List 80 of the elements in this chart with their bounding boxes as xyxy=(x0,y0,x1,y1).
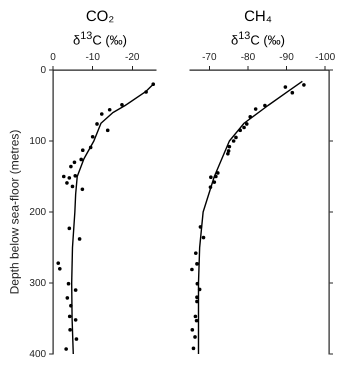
point xyxy=(72,160,76,164)
point xyxy=(106,128,110,132)
y-axis-title: Depth below sea-floor (metres) xyxy=(8,130,22,294)
point xyxy=(73,174,78,178)
point xyxy=(68,176,72,180)
point xyxy=(151,82,156,86)
y-tick-label: 300 xyxy=(29,278,47,289)
point xyxy=(254,107,258,111)
point xyxy=(120,102,124,107)
point xyxy=(64,347,68,351)
point xyxy=(56,261,60,265)
point xyxy=(214,174,218,178)
point xyxy=(234,136,238,140)
point xyxy=(212,180,216,184)
x-tick-label: -20 xyxy=(125,52,140,63)
point xyxy=(66,296,70,300)
y-tick-label: 400 xyxy=(29,348,47,360)
point xyxy=(198,225,202,229)
x-tick-label: 0 xyxy=(50,52,56,63)
point xyxy=(66,282,70,286)
x-axis-title: δ$^{13}$C (‰) xyxy=(72,30,128,48)
point xyxy=(195,262,199,266)
x-tick-label: -80 xyxy=(240,52,256,63)
point xyxy=(69,164,73,168)
point xyxy=(194,251,198,255)
point xyxy=(95,122,99,126)
point xyxy=(80,187,84,192)
point xyxy=(202,236,206,240)
point xyxy=(238,128,242,132)
point xyxy=(190,268,194,272)
point xyxy=(244,122,249,126)
point xyxy=(226,152,230,156)
chart-title: CH₄ xyxy=(243,8,273,25)
point xyxy=(100,112,104,116)
point xyxy=(209,175,213,180)
point xyxy=(194,318,198,322)
point xyxy=(290,90,294,95)
point xyxy=(74,337,78,341)
point xyxy=(78,237,82,241)
point xyxy=(242,126,246,130)
point xyxy=(216,171,220,175)
point xyxy=(192,346,196,350)
point xyxy=(190,328,194,332)
x-tick-label: -10 xyxy=(85,52,100,63)
point xyxy=(68,226,72,230)
y-tick-label: 0 xyxy=(40,64,47,76)
point xyxy=(144,90,148,94)
x-tick-label: -70 xyxy=(202,52,217,63)
point xyxy=(88,146,92,150)
point xyxy=(80,148,85,152)
point xyxy=(228,144,232,148)
y-tick-label: 100 xyxy=(29,136,47,147)
point xyxy=(68,328,72,332)
point xyxy=(193,335,197,339)
point xyxy=(70,184,74,188)
x-tick-label: -90 xyxy=(279,52,294,63)
point xyxy=(196,282,200,286)
point xyxy=(248,115,252,119)
chart-title: CO₂ xyxy=(84,8,116,25)
x-axis-title: δ$^{13}$C (‰) xyxy=(230,30,286,48)
point xyxy=(58,267,62,271)
point xyxy=(226,149,230,153)
point xyxy=(232,139,236,143)
point xyxy=(194,314,198,318)
point xyxy=(263,104,267,108)
point xyxy=(302,83,306,87)
point xyxy=(74,288,78,292)
point xyxy=(68,314,72,318)
point xyxy=(65,181,69,185)
x-tick-label: -100 xyxy=(315,52,336,63)
point xyxy=(284,85,288,89)
point xyxy=(90,134,94,139)
point xyxy=(208,185,212,189)
point xyxy=(62,174,66,178)
point xyxy=(74,318,78,322)
point xyxy=(198,288,202,292)
point xyxy=(69,304,73,308)
y-tick-label: 200 xyxy=(29,206,47,218)
point xyxy=(108,108,112,112)
point xyxy=(79,158,83,162)
